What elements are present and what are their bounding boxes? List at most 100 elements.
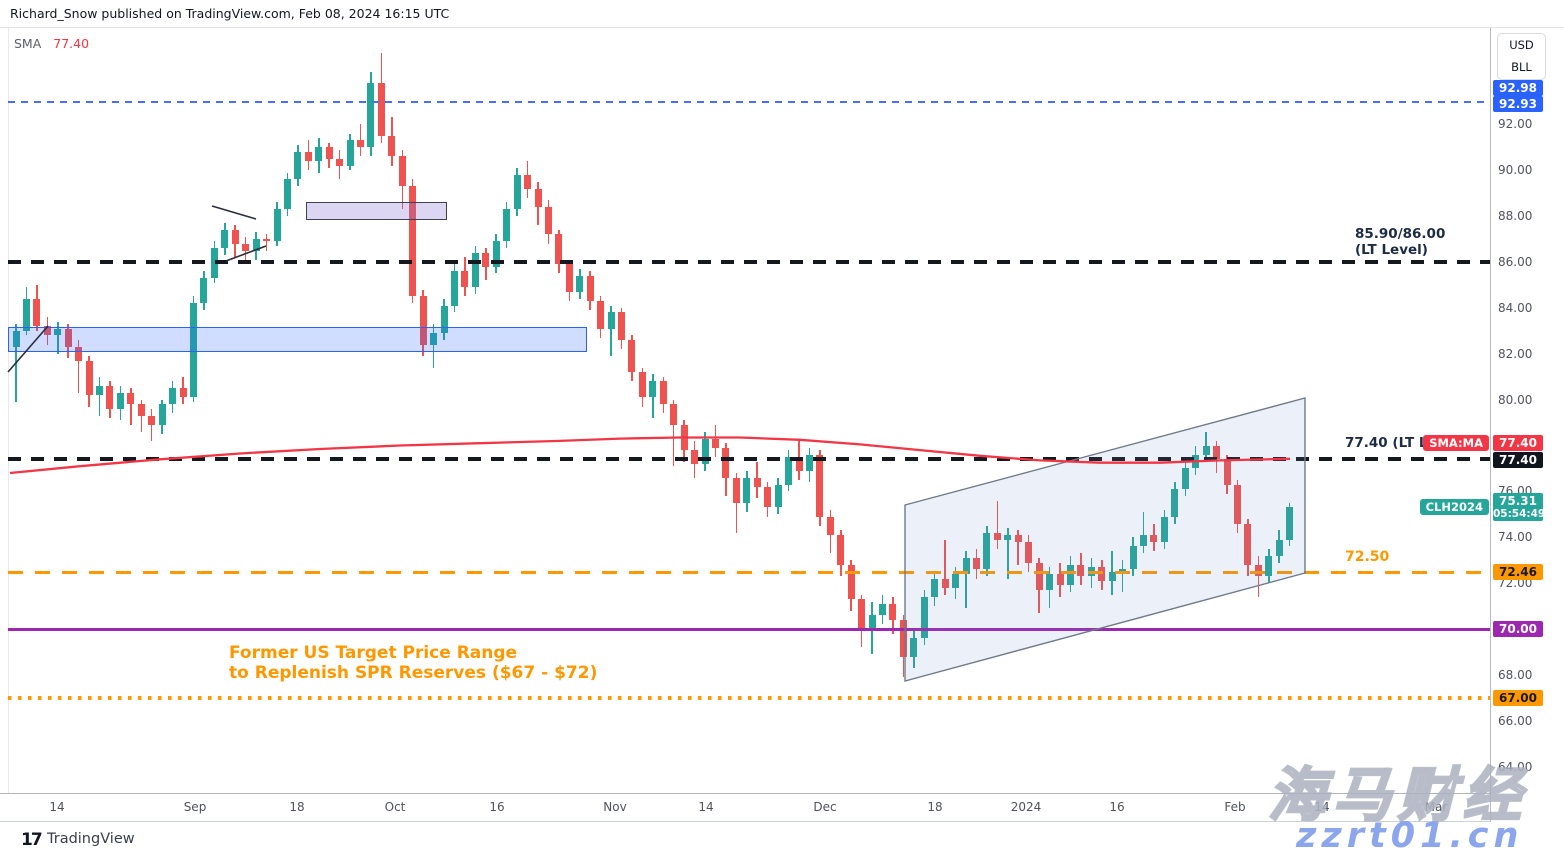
candle-body [357, 140, 365, 148]
last-price-label-countdown: 05:54:49 [1493, 508, 1546, 520]
chart-pane[interactable]: SMA 77.40 85.90/86.00 (LT Level) 77.40 (L… [0, 28, 1490, 793]
candle-body [680, 424, 688, 451]
candle-body [607, 312, 615, 329]
lt-level-77-40-line [8, 457, 1490, 462]
trendline-0[interactable] [211, 205, 257, 220]
candle-body [1035, 562, 1043, 591]
candle-body [1181, 468, 1189, 490]
supply-band[interactable] [8, 326, 587, 352]
candle-body [388, 135, 396, 157]
x-axis-label-oct: Oct [384, 800, 406, 814]
indicator-name: SMA [14, 36, 42, 51]
candle-wick [432, 323, 435, 368]
candle-body [1014, 534, 1022, 542]
candle-body [1202, 445, 1210, 455]
candle-body [106, 385, 114, 409]
candle-body [544, 206, 552, 235]
candle-body [148, 415, 156, 425]
pane-left-border [8, 28, 9, 793]
tradingview-logo-icon[interactable]: 17 [21, 830, 43, 850]
time-axis[interactable]: 14 Sep 18 Oct 16 Nov 14 Dec 18 2024 16 Feb 14 Mar [0, 793, 1564, 822]
candle-body [273, 209, 281, 242]
level-67-line [8, 696, 1490, 700]
candle-body [461, 271, 469, 288]
candle-body [889, 603, 897, 620]
candle-wick [1121, 560, 1124, 593]
candle-body [774, 484, 782, 508]
candle-wick [1257, 555, 1260, 597]
publish-text: Richard_Snow published on TradingView.co… [10, 6, 450, 21]
candle-body [242, 243, 250, 251]
candle-body [847, 564, 855, 600]
unit-box: USD BLL [1497, 33, 1546, 80]
sma-price-label-tag: SMA:MA [1423, 435, 1489, 451]
indicator-legend[interactable]: SMA 77.40 [14, 36, 89, 51]
candle-body [983, 532, 991, 570]
candle-body [409, 186, 417, 297]
candle-body [1171, 489, 1179, 517]
candle-body [597, 300, 605, 329]
x-axis-label-16: 16 [1109, 800, 1125, 814]
y-axis-label: 80.00 [1498, 392, 1533, 407]
x-axis-label-16: 16 [489, 800, 505, 814]
candle-wick [265, 234, 268, 251]
candle-body [576, 275, 584, 292]
level-72-50-line [8, 571, 1490, 575]
candle-body [1233, 484, 1241, 524]
last-price-label-tag: CLH2024 [1419, 499, 1489, 515]
candle-body [116, 392, 124, 409]
candle-body [764, 486, 772, 508]
y-axis-label: 66.00 [1498, 713, 1533, 728]
y-axis-label: 92.00 [1498, 117, 1533, 132]
tradingview-brand[interactable]: TradingView [47, 831, 135, 847]
candle-body [899, 619, 907, 657]
candle-body [492, 241, 500, 267]
watermark-cn: 海马财经 [1267, 760, 1529, 831]
resistance-rect[interactable] [306, 202, 447, 220]
candle-body [96, 385, 104, 396]
candle-body [1160, 516, 1168, 542]
candle-body [513, 174, 521, 210]
candle-body [1129, 546, 1137, 570]
unit-currency: USD [1509, 38, 1534, 52]
candle-body [743, 477, 751, 503]
candle-body [430, 333, 438, 345]
y-axis-label: 90.00 [1498, 163, 1533, 178]
candle-wick [735, 473, 738, 533]
x-axis-label-14: 14 [49, 800, 65, 814]
price-axis[interactable]: USD BLL 92.00 90.00 88.00 86.00 84.00 82.00 80… [1490, 28, 1564, 822]
candle-wick [150, 408, 153, 441]
candle-body [1066, 564, 1074, 586]
candle-body [482, 252, 490, 267]
candle-body [972, 557, 980, 570]
x-axis-label-nov: Nov [603, 800, 627, 814]
candle-body [524, 174, 532, 189]
candle-body [534, 188, 542, 207]
y-axis-label: 88.00 [1498, 209, 1533, 224]
drawings-overlay [7, 205, 1306, 682]
candle-body [670, 404, 678, 425]
candle-body [732, 477, 740, 503]
orange-price-label: 72.46 [1493, 564, 1543, 580]
candle-body [283, 179, 291, 210]
candle-body [1046, 573, 1054, 591]
watermark-site: zzrt01.cn [1296, 816, 1524, 856]
candle-body [858, 599, 866, 632]
x-axis-label-dec: Dec [813, 800, 837, 814]
candle-body [826, 516, 834, 535]
candle-body [816, 454, 824, 517]
candle-body [127, 392, 135, 405]
candle-body [325, 147, 333, 159]
level-70-line [8, 627, 1490, 631]
candle-wick [130, 388, 132, 425]
x-axis-label-14: 14 [698, 800, 714, 814]
candle-body [837, 534, 845, 565]
candle-body [33, 298, 41, 327]
candle-body [346, 140, 354, 166]
candle-body [638, 372, 646, 398]
candle-body [868, 615, 876, 632]
candle-body [1223, 459, 1231, 485]
candle-body [1286, 507, 1294, 540]
candle-wick [57, 321, 59, 354]
